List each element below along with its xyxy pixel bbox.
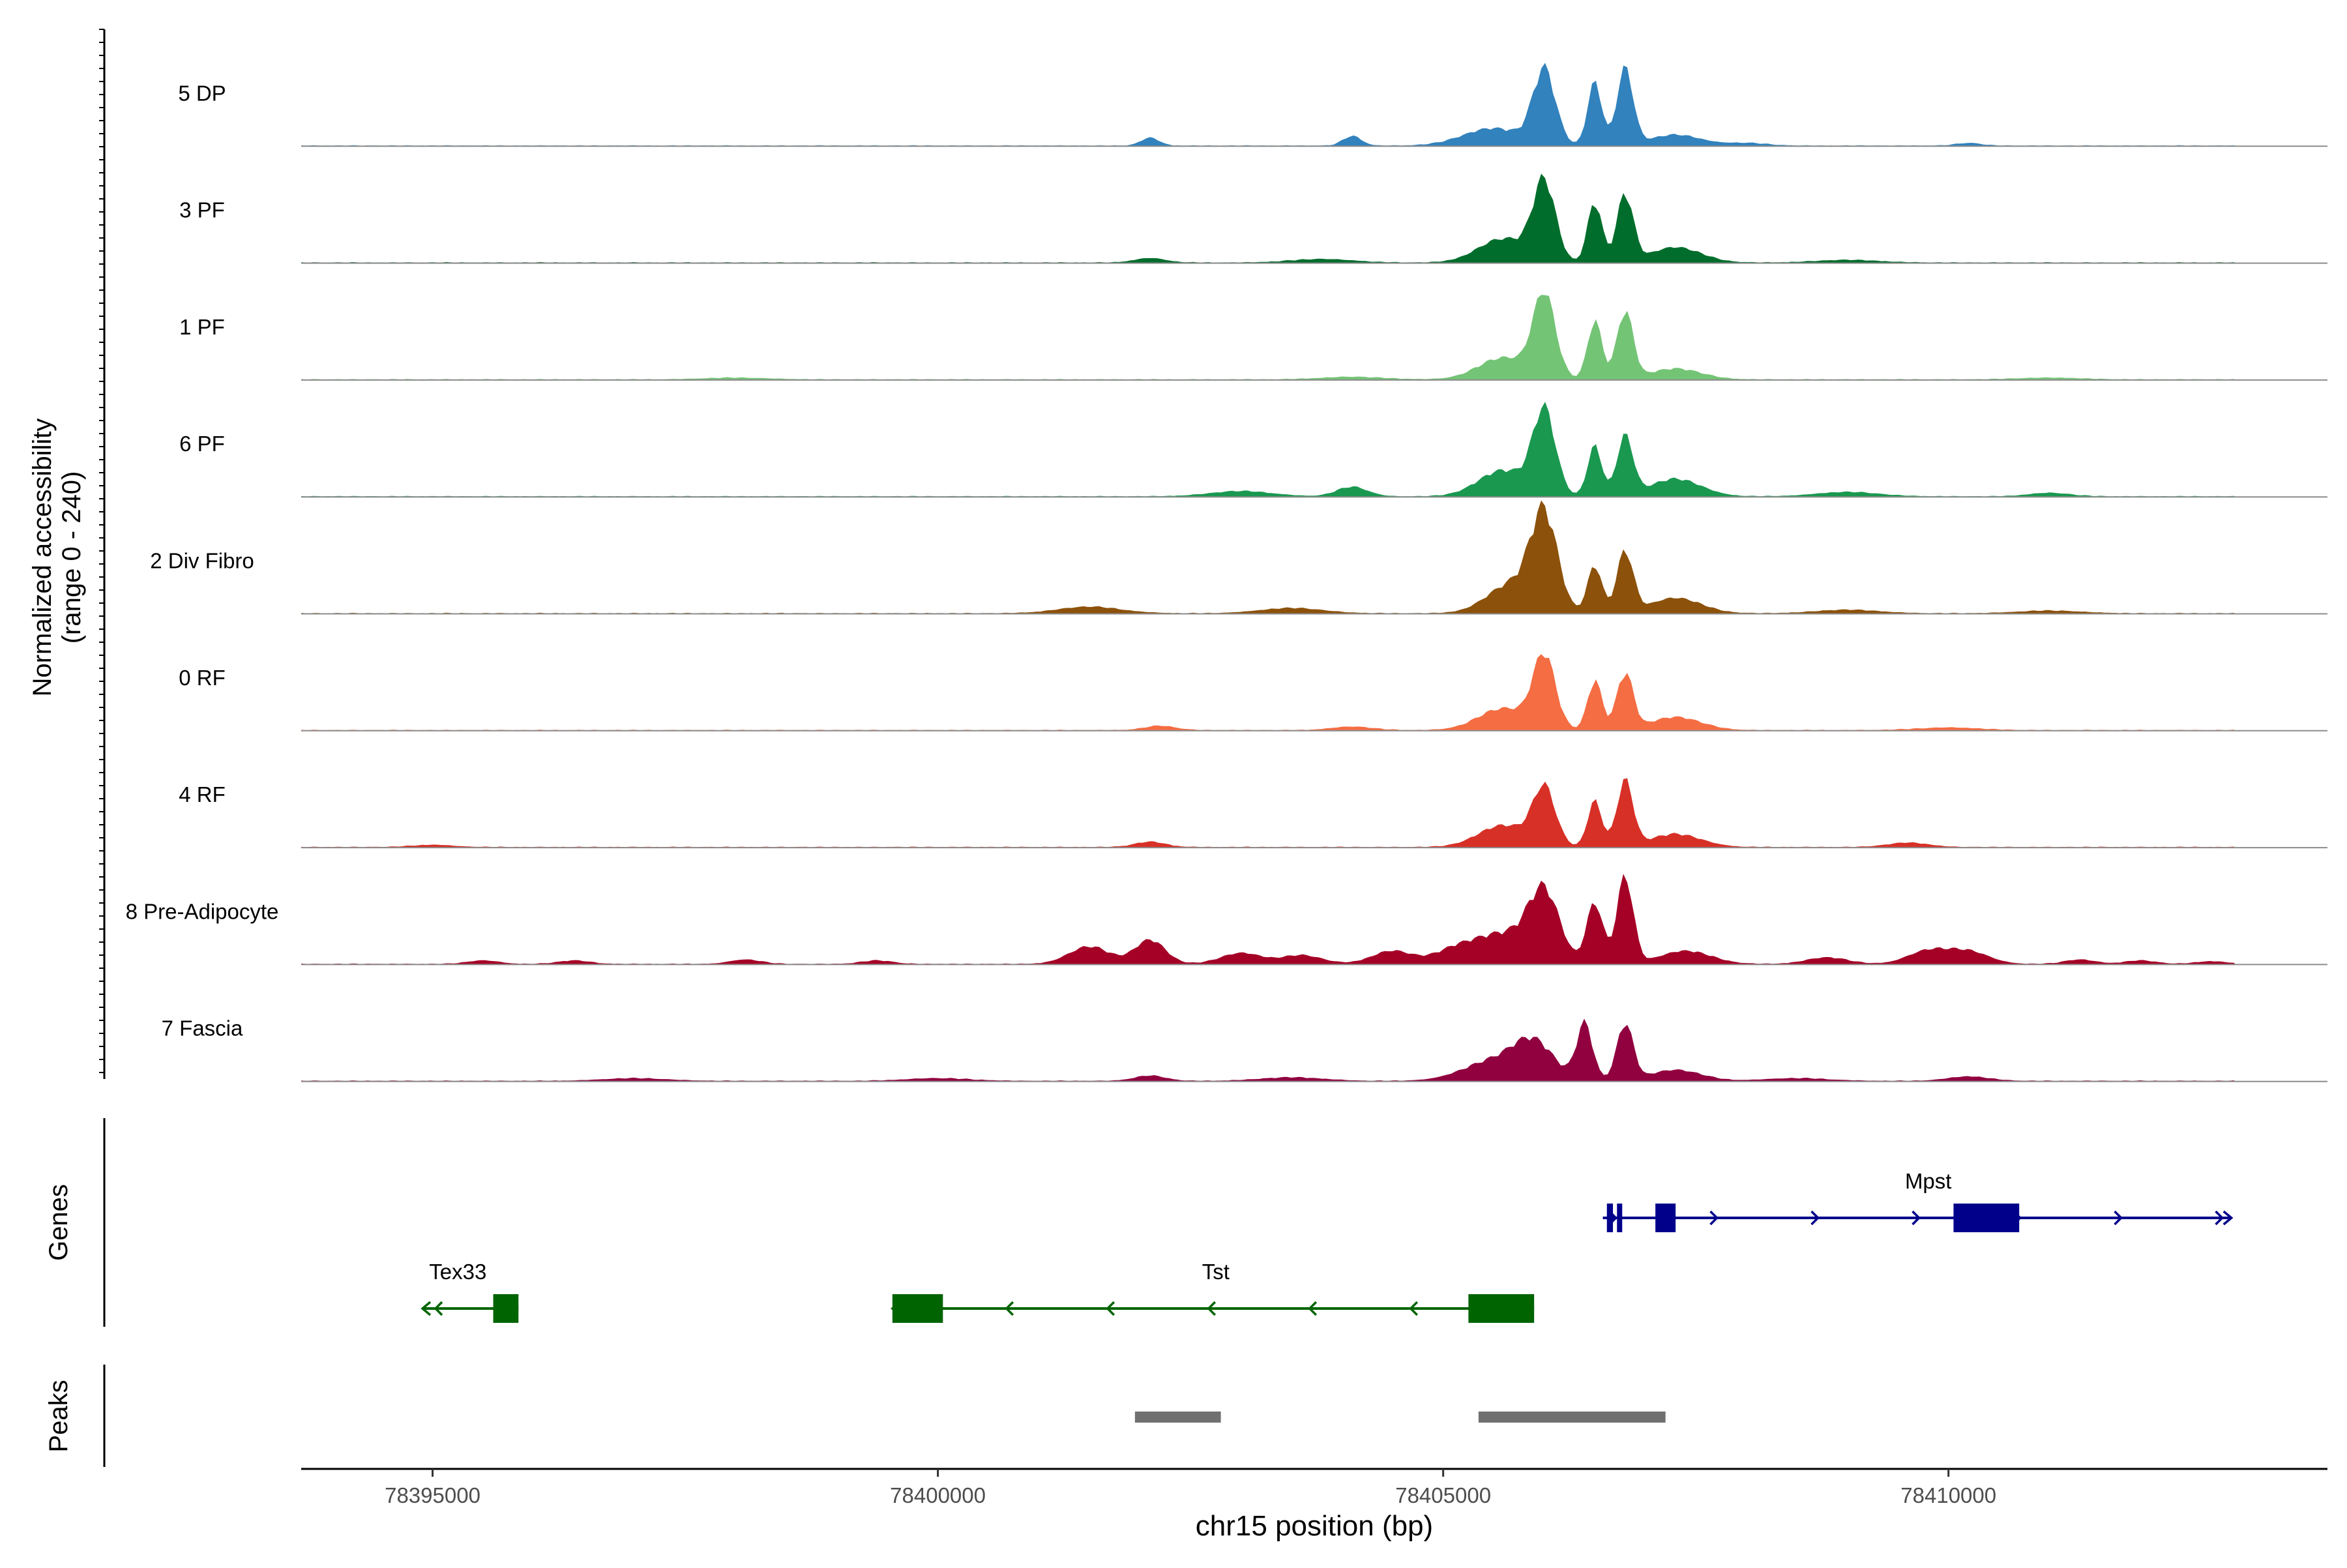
strand-arrow xyxy=(434,1301,443,1316)
strand-arrow xyxy=(421,1301,432,1316)
track-label: 2 Div Fibro xyxy=(150,549,254,573)
gene-exon xyxy=(892,1294,943,1323)
track-label: 7 Fascia xyxy=(162,1016,243,1041)
track-label: 6 PF xyxy=(179,432,225,456)
y-axis-ticks xyxy=(99,29,104,1073)
x-tick-label: 78395000 xyxy=(385,1483,480,1507)
peak-bar xyxy=(1134,1412,1221,1423)
gene-exon xyxy=(1953,1204,2020,1232)
x-axis-ticks: 78395000 78400000 78405000 78410000 xyxy=(385,1469,1996,1507)
gene-exon xyxy=(1617,1204,1623,1232)
track-baselines xyxy=(301,145,2327,1082)
strand-arrow xyxy=(1810,1210,1820,1226)
track-label: 1 PF xyxy=(179,315,225,339)
gene-exon xyxy=(493,1294,519,1323)
gene-exon xyxy=(1606,1204,1614,1232)
gene-exon xyxy=(1468,1294,1535,1323)
peaks-layer xyxy=(1134,1412,1666,1423)
gene-exon xyxy=(1655,1204,1676,1232)
strand-arrow xyxy=(2222,1210,2234,1226)
strand-arrow xyxy=(1207,1301,1217,1316)
x-tick-label: 78405000 xyxy=(1395,1483,1491,1507)
strand-arrow xyxy=(1308,1301,1318,1316)
x-axis-label: chr15 position (bp) xyxy=(1196,1510,1433,1542)
y-axis-label-line1: Normalized accessibility xyxy=(28,419,57,697)
coverage-area xyxy=(301,1018,2236,1082)
genes-layer: Tex33 Tst Mpst xyxy=(421,1169,2234,1323)
strand-arrow xyxy=(2114,1210,2123,1226)
gene-label: Tst xyxy=(1202,1260,1230,1284)
gene-label: Mpst xyxy=(1905,1169,1952,1193)
track-label: 4 RF xyxy=(179,782,226,806)
strand-arrow xyxy=(1106,1301,1115,1316)
track-label: 0 RF xyxy=(179,666,226,690)
y-axis-label-line2: (range 0 - 240) xyxy=(57,471,86,644)
track-label: 8 Pre-Adipocyte xyxy=(126,899,279,923)
track-label: 5 DP xyxy=(178,81,226,105)
strand-arrow xyxy=(2215,1210,2224,1226)
track-labels: 5 DP 3 PF 1 PF 6 PF 2 Div Fibro 0 RF 4 RF 8 Pre… xyxy=(126,81,279,1040)
strand-arrow xyxy=(1912,1210,1921,1226)
strand-arrow xyxy=(1005,1301,1014,1316)
gene-label: Tex33 xyxy=(429,1260,486,1284)
coverage-area xyxy=(301,295,2236,380)
coverage-area xyxy=(301,654,2236,731)
strand-arrow xyxy=(1409,1301,1419,1316)
x-tick-label: 78400000 xyxy=(890,1483,986,1507)
coverage-areas xyxy=(301,63,2236,1082)
genes-track-label: Genes xyxy=(44,1184,73,1261)
coverage-area xyxy=(301,778,2236,848)
peaks-track-label: Peaks xyxy=(44,1380,73,1452)
coverage-area xyxy=(301,63,2236,147)
coverage-area xyxy=(301,874,2236,965)
peak-bar xyxy=(1478,1412,1666,1423)
coverage-area xyxy=(301,500,2236,614)
coverage-area xyxy=(301,173,2236,263)
track-label: 3 PF xyxy=(179,198,225,222)
strand-arrow xyxy=(1709,1210,1719,1226)
x-tick-label: 78410000 xyxy=(1900,1483,1996,1507)
coverage-area xyxy=(301,402,2236,497)
